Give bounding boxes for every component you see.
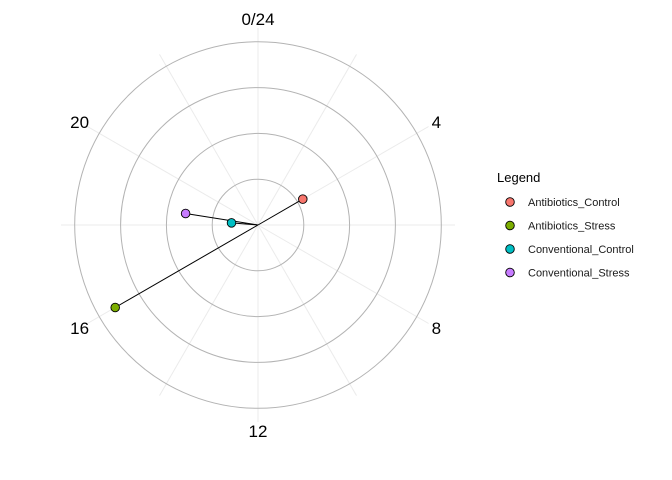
hour-tick-label: 20 [70,113,89,132]
grid-spoke [257,54,357,226]
data-segment [114,224,259,308]
grid-ring [120,87,396,363]
data-points [110,194,308,313]
data-segment [185,213,259,226]
data-point [110,302,120,313]
grid-spoke [159,54,259,226]
grid-ring [211,178,305,272]
hour-tick-label: 12 [249,422,268,441]
legend-label: Conventional_Stress [528,268,630,280]
legend-label: Antibiotics_Stress [528,221,616,233]
hour-tick-label: 0/24 [241,10,274,29]
grid-spoke [87,126,259,226]
hour-tick-label: 8 [432,319,441,338]
grid-spoke [257,224,429,324]
data-point [226,218,237,228]
grid-spoke [159,224,259,396]
data-point [180,208,191,219]
legend-key [505,220,515,231]
legend-label: Conventional_Control [528,244,634,256]
grid-ring [74,41,442,409]
grid-ring [165,132,351,318]
legend-title: Legend [497,170,540,185]
legend: Legend Antibiotics_Control Antibiotics_St… [497,170,634,280]
hour-tick-labels: 0/24 4 8 12 16 20 [70,10,441,441]
data-point [298,194,308,204]
legend-key [505,197,515,207]
legend-key [505,267,515,278]
legend-label: Antibiotics_Control [528,197,620,209]
hour-tick-label: 16 [70,319,89,338]
polar-grid [61,28,455,422]
grid-spoke [257,224,357,396]
legend-key [505,244,515,254]
hour-tick-label: 4 [432,113,441,132]
data-segment [257,198,304,226]
